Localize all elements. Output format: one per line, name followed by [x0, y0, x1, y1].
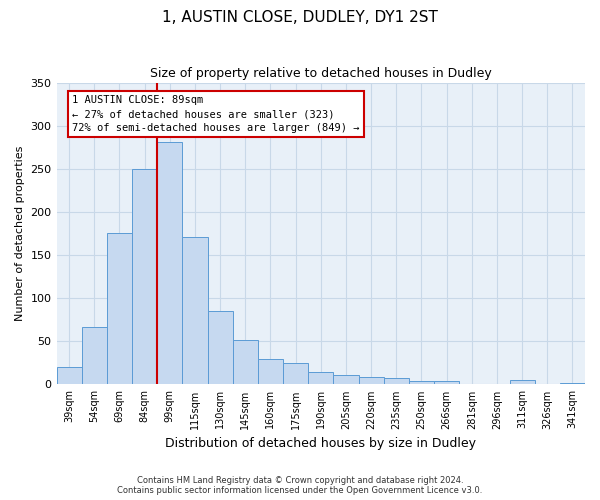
Bar [82, 326, 107, 384]
Bar [258, 358, 283, 384]
Bar [409, 381, 434, 384]
Text: 1, AUSTIN CLOSE, DUDLEY, DY1 2ST: 1, AUSTIN CLOSE, DUDLEY, DY1 2ST [162, 10, 438, 25]
Text: Contains HM Land Registry data © Crown copyright and database right 2024.
Contai: Contains HM Land Registry data © Crown c… [118, 476, 482, 495]
Bar [132, 169, 157, 384]
Y-axis label: Number of detached properties: Number of detached properties [15, 146, 25, 322]
Bar [208, 311, 233, 384]
Bar [509, 380, 535, 384]
Bar [560, 382, 585, 384]
X-axis label: Distribution of detached houses by size in Dudley: Distribution of detached houses by size … [165, 437, 476, 450]
Bar [283, 363, 308, 384]
Bar [359, 376, 383, 384]
Bar [308, 372, 334, 384]
Bar [56, 367, 82, 384]
Bar [233, 340, 258, 384]
Bar [334, 375, 359, 384]
Bar [157, 142, 182, 384]
Bar [182, 237, 208, 384]
Title: Size of property relative to detached houses in Dudley: Size of property relative to detached ho… [150, 68, 491, 80]
Text: 1 AUSTIN CLOSE: 89sqm
← 27% of detached houses are smaller (323)
72% of semi-det: 1 AUSTIN CLOSE: 89sqm ← 27% of detached … [73, 95, 360, 133]
Bar [434, 381, 459, 384]
Bar [383, 378, 409, 384]
Bar [107, 233, 132, 384]
